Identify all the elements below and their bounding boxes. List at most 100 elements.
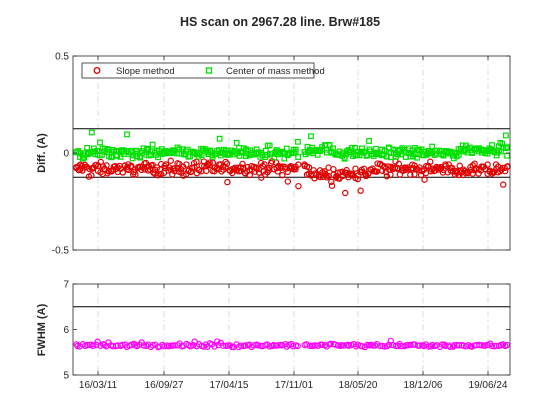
data-point — [334, 342, 342, 349]
data-point — [149, 141, 156, 148]
data-point — [502, 132, 509, 139]
chart-title: HS scan on 2967.28 line. Brw#185 — [180, 15, 380, 29]
legend-label: Center of mass method — [226, 66, 325, 77]
data-point — [312, 170, 319, 177]
data-point — [140, 342, 148, 349]
data-point — [407, 171, 414, 178]
data-point — [344, 341, 351, 349]
fwhm-panel: 5 6 7 16/03/11 16/09/27 17/04/15 17/11/01 18/0… — [36, 280, 511, 391]
data-point — [103, 162, 110, 169]
data-point — [330, 165, 337, 173]
y-tick-label: 0.5 — [55, 52, 69, 63]
data-point — [132, 147, 139, 154]
data-point — [114, 152, 121, 159]
data-point — [373, 340, 381, 348]
data-point — [223, 160, 231, 167]
data-point — [187, 168, 195, 175]
data-point — [292, 146, 299, 153]
data-point — [308, 133, 314, 140]
data-point — [144, 145, 151, 152]
data-point — [411, 171, 418, 178]
data-point — [425, 343, 432, 350]
data-point — [294, 342, 301, 350]
legend: Slope method Center of mass method — [81, 62, 325, 79]
data-point — [124, 131, 130, 138]
data-point — [74, 342, 81, 350]
data-point — [295, 138, 301, 145]
data-point — [357, 187, 364, 194]
data-point — [352, 144, 358, 151]
diff-reference-lines — [73, 128, 510, 178]
data-point — [165, 343, 172, 350]
data-point — [289, 343, 297, 350]
data-point — [241, 342, 249, 349]
x-tick-label: 16/09/27 — [145, 380, 184, 391]
data-point — [149, 342, 156, 349]
data-point — [438, 341, 446, 348]
diff-panel: -0.5 0 0.5 Diff. (A) Slope method Center of… — [36, 52, 511, 257]
data-point — [255, 169, 263, 176]
x-tick-label: 17/04/15 — [210, 380, 249, 391]
data-point — [261, 161, 268, 168]
data-point — [266, 142, 273, 149]
data-point — [303, 341, 310, 348]
data-point — [310, 167, 317, 174]
x-tick-label: 16/03/11 — [79, 380, 118, 391]
data-point — [224, 178, 231, 186]
data-point — [407, 341, 414, 349]
x-tick-label: 19/06/24 — [469, 380, 508, 391]
x-tick-label: 17/11/01 — [275, 380, 314, 391]
data-point — [416, 342, 423, 349]
data-point — [295, 161, 302, 168]
data-point — [142, 159, 150, 167]
data-point — [488, 342, 496, 350]
data-point — [88, 129, 95, 136]
data-point — [503, 341, 511, 349]
legend-entry: Slope method — [93, 66, 175, 77]
data-point — [354, 175, 361, 183]
data-point — [127, 163, 134, 170]
data-point — [366, 138, 372, 144]
data-point — [214, 338, 221, 345]
series-fwhm — [73, 337, 511, 351]
data-point — [484, 161, 491, 168]
data-point — [250, 342, 257, 349]
data-point — [219, 163, 227, 170]
data-point — [383, 173, 391, 180]
y-tick-label: 7 — [63, 280, 69, 291]
data-point — [429, 143, 436, 150]
data-point — [381, 163, 388, 170]
data-point — [499, 140, 506, 147]
x-tick-label: 18/05/20 — [339, 380, 378, 391]
data-point — [79, 155, 86, 162]
series-slope-method — [73, 157, 511, 197]
fwhm-grid — [97, 284, 489, 375]
data-point — [258, 174, 265, 181]
legend-entry: Center of mass method — [205, 66, 325, 77]
data-point — [237, 164, 244, 171]
data-point — [206, 159, 213, 166]
data-point — [149, 161, 156, 169]
diff-y-ticks: -0.5 0 0.5 — [52, 52, 510, 257]
data-point — [237, 342, 245, 349]
diff-series — [72, 129, 511, 197]
series-center-of-mass-method — [72, 129, 511, 162]
fwhm-plot-area — [73, 284, 510, 375]
y-tick-label: 5 — [63, 371, 69, 382]
data-point — [387, 171, 394, 178]
data-point — [84, 341, 91, 349]
legend-marker — [205, 67, 213, 74]
data-point — [342, 189, 349, 197]
data-point — [295, 182, 302, 190]
data-point — [394, 342, 402, 350]
data-point — [305, 164, 313, 171]
legend-marker — [93, 67, 101, 74]
data-point — [89, 342, 97, 350]
fwhm-series — [73, 337, 511, 351]
fwhm-x-ticks: 16/03/11 16/09/27 17/04/15 17/11/01 18/05/20… — [79, 371, 508, 391]
y-tick-label: 6 — [63, 325, 69, 336]
data-point — [167, 157, 174, 164]
data-point — [500, 181, 507, 188]
data-point — [395, 160, 403, 168]
